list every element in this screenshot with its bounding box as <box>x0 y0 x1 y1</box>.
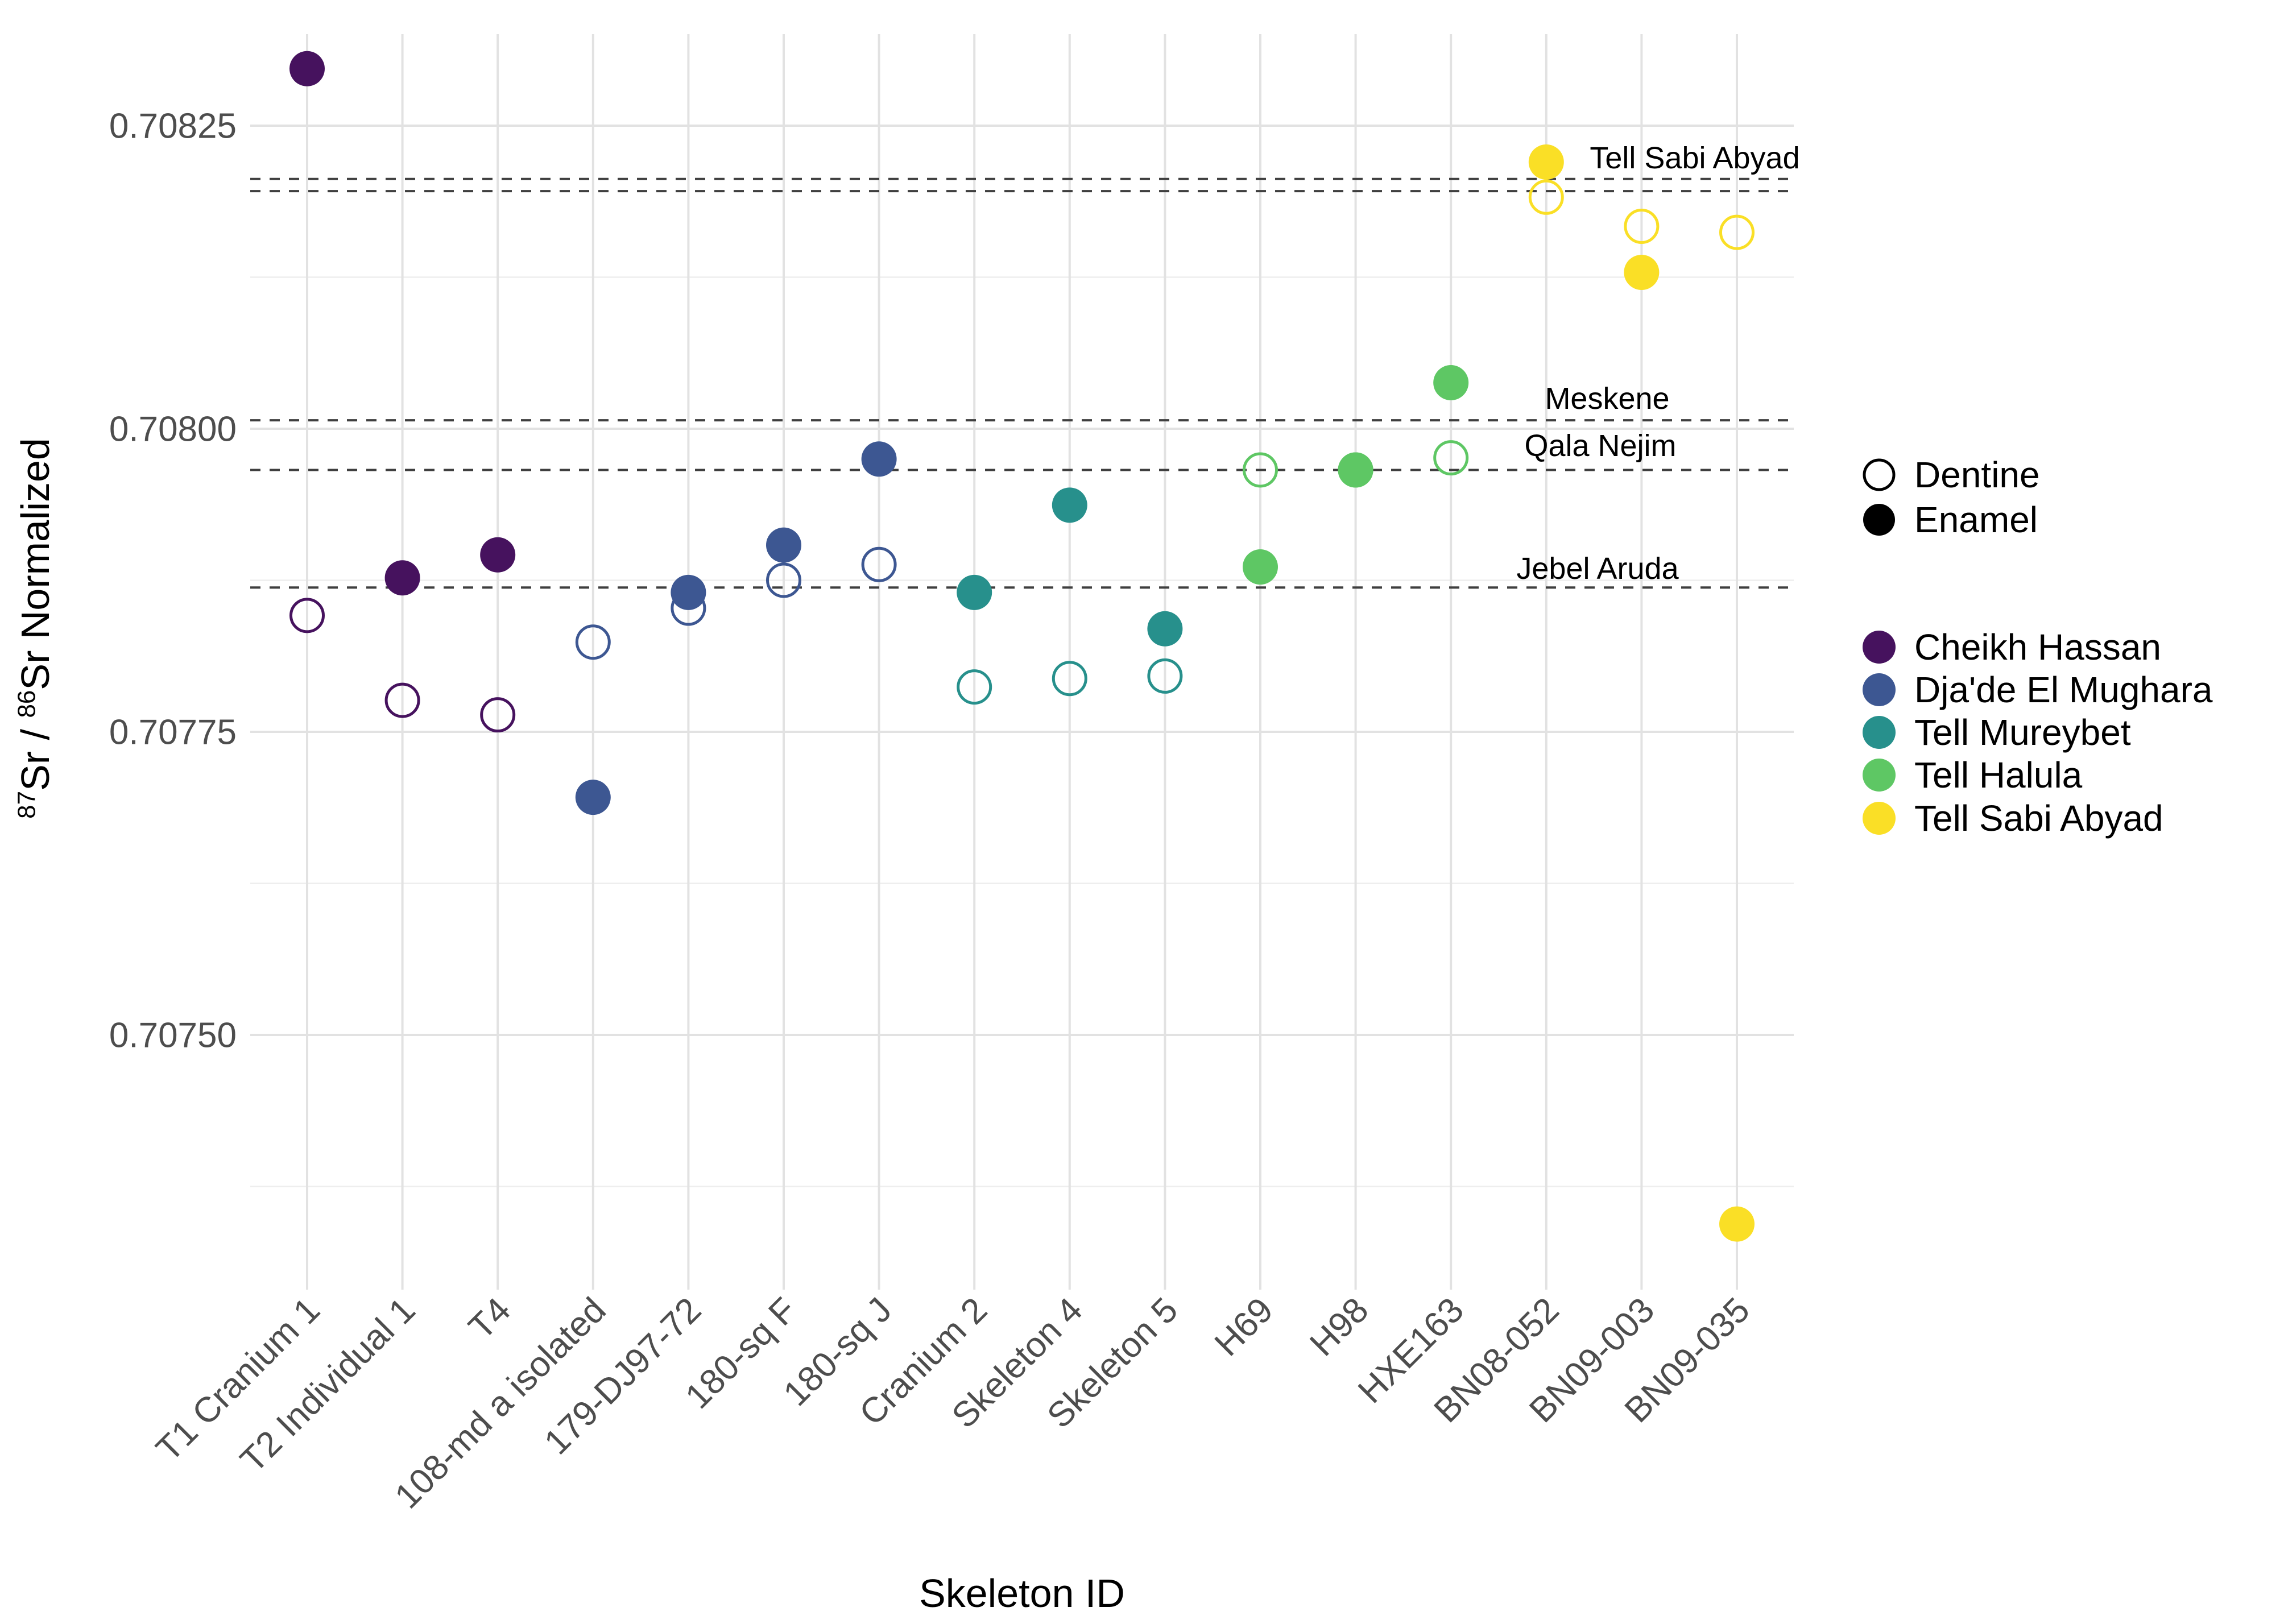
reference-label-tell-sabi-abyad: Tell Sabi Abyad <box>1590 141 1799 175</box>
site-color-dot-icon <box>1861 672 1897 708</box>
legend-item-cheikh-hassan: Cheikh Hassan <box>1861 625 2161 669</box>
legend-item-label: Cheikh Hassan <box>1914 627 2161 668</box>
y-axis-title-sup-87: 87 <box>13 790 41 819</box>
y-tick-label-0.70800: 0.70800 <box>109 410 237 449</box>
legend-item-label: Dentine <box>1914 454 2040 495</box>
site-color-dot-icon <box>1861 629 1897 665</box>
point-enamel-h98 <box>1338 452 1373 488</box>
reference-label-jebel-aruda: Jebel Aruda <box>1516 552 1679 586</box>
legend-item-enamel: Enamel <box>1861 498 2038 541</box>
x-tick-label-t1-cranium-1: T1 Cranium 1 <box>149 1290 328 1469</box>
y-tick-label-0.70750: 0.70750 <box>109 1016 237 1055</box>
x-tick-label-t2-individual-1: T2 Individual 1 <box>233 1290 423 1480</box>
point-enamel-t1-cranium-1 <box>289 51 325 86</box>
x-tick-label-h69: H69 <box>1207 1290 1281 1364</box>
point-enamel-t2-individual-1 <box>384 560 420 596</box>
point-enamel-108-md-a-isolated <box>575 780 611 815</box>
legend-item-tell-halula: Tell Halula <box>1861 753 2082 797</box>
point-dentine-108-md-a-isolated <box>575 624 611 660</box>
point-dentine-t2-individual-1 <box>384 682 420 718</box>
point-enamel-bn08-052 <box>1528 144 1564 180</box>
site-color-dot-icon <box>1861 757 1897 793</box>
y-axis-title-tail: Sr Normalized <box>13 438 57 690</box>
point-dentine-skeleton-5 <box>1147 658 1183 694</box>
legend-item-label: Tell Halula <box>1914 755 2083 796</box>
y-axis-title-mid: Sr / <box>13 718 57 791</box>
legend-item-label: Dja'de El Mughara <box>1914 669 2213 710</box>
point-dentine-180-sq-j <box>861 546 897 582</box>
legend-item-label: Enamel <box>1914 499 2038 540</box>
point-dentine-h69 <box>1243 452 1278 488</box>
reference-label-meskene: Meskene <box>1545 382 1669 416</box>
reference-label-qala-nejim: Qala Nejim <box>1524 429 1676 463</box>
legend-item-label: Tell Mureybet <box>1914 712 2131 753</box>
x-tick-label-h98: H98 <box>1302 1290 1376 1364</box>
y-axis-title: 87Sr / 86Sr Normalized <box>13 438 58 819</box>
legend-item-dentine: Dentine <box>1861 453 2040 496</box>
site-color-dot-icon <box>1861 800 1897 836</box>
point-dentine-cranium-2 <box>957 669 992 705</box>
point-enamel-t4 <box>480 537 516 573</box>
x-axis-title: Skeleton ID <box>919 1571 1125 1615</box>
point-enamel-hxe163 <box>1433 364 1469 400</box>
point-enamel-h69 <box>1243 549 1278 585</box>
point-enamel-cranium-2 <box>957 574 992 610</box>
legend-item-label: Tell Sabi Abyad <box>1914 798 2163 839</box>
y-axis-title-sup-86: 86 <box>13 690 41 718</box>
filled-circle-icon <box>1861 502 1897 538</box>
point-enamel-179-dj97-72 <box>671 574 706 610</box>
point-enamel-180-sq-f <box>766 527 801 563</box>
open-circle-icon <box>1861 457 1897 493</box>
point-dentine-180-sq-f <box>766 562 801 598</box>
point-enamel-skeleton-5 <box>1147 611 1183 647</box>
y-tick-label-0.70825: 0.70825 <box>109 107 237 146</box>
point-enamel-skeleton-4 <box>1052 487 1087 523</box>
point-dentine-hxe163 <box>1433 440 1469 476</box>
point-enamel-bn09-035 <box>1719 1206 1755 1242</box>
point-dentine-t1-cranium-1 <box>289 598 325 633</box>
x-tick-label-t4: T4 <box>461 1290 518 1347</box>
y-tick-label-0.70775: 0.70775 <box>109 713 237 752</box>
point-dentine-t4 <box>480 697 516 733</box>
point-enamel-180-sq-j <box>861 441 897 477</box>
legend-item-dja-de-el-mughara: Dja'de El Mughara <box>1861 668 2213 711</box>
legend-item-tell-sabi-abyad: Tell Sabi Abyad <box>1861 797 2163 840</box>
legend: Dentine Enamel Cheikh Hassan Dja'de El Mug… <box>1849 0 2282 1624</box>
point-dentine-bn09-003 <box>1624 208 1660 244</box>
point-dentine-skeleton-4 <box>1052 661 1087 697</box>
point-enamel-bn09-003 <box>1624 254 1660 290</box>
site-color-dot-icon <box>1861 714 1897 751</box>
legend-item-tell-mureybet: Tell Mureybet <box>1861 711 2131 754</box>
point-dentine-bn08-052 <box>1528 179 1564 215</box>
point-dentine-bn09-035 <box>1719 214 1755 250</box>
